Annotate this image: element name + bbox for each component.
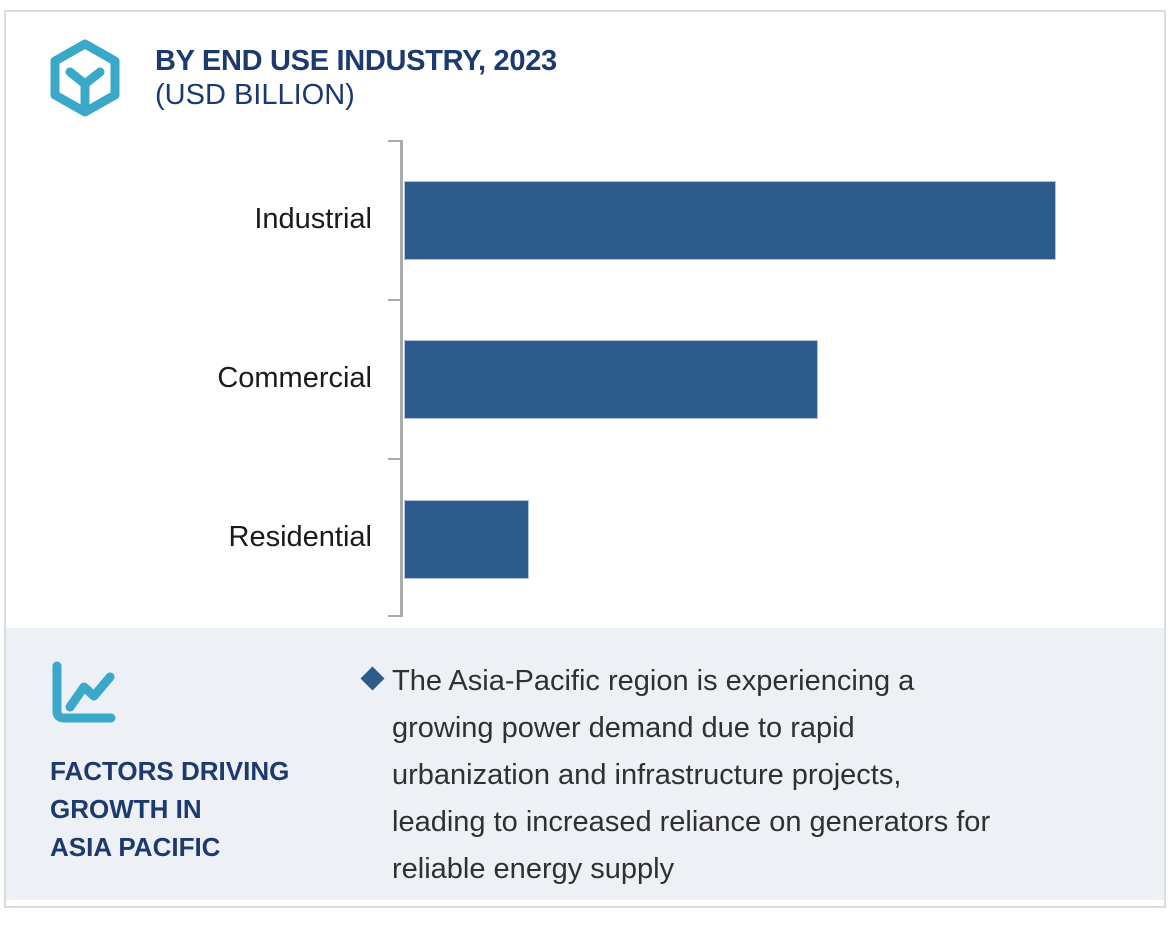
hexagon-cube-icon — [50, 39, 120, 117]
category-label-commercial: Commercial — [217, 362, 372, 394]
factors-section: FACTORS DRIVING GROWTH IN ASIA PACIFIC T… — [6, 628, 1164, 900]
category-axis-line — [400, 140, 403, 617]
axis-tick — [388, 615, 401, 617]
bar-commercial — [404, 340, 818, 419]
line-chart-icon — [52, 661, 116, 723]
factors-bullet-text: The Asia-Pacific region is experiencing … — [392, 665, 991, 885]
axis-tick — [388, 299, 401, 301]
bar-industrial — [404, 181, 1056, 260]
bar-residential — [404, 500, 529, 579]
factors-heading-line1: FACTORS DRIVING — [50, 756, 290, 786]
infographic-card: BY END USE INDUSTRY, 2023 (USD BILLION) … — [4, 10, 1166, 908]
category-label-industrial: Industrial — [254, 203, 372, 235]
axis-tick — [388, 140, 401, 142]
chart-header: BY END USE INDUSTRY, 2023 (USD BILLION) — [155, 44, 557, 112]
chart-subtitle: (USD BILLION) — [155, 79, 355, 111]
diamond-bullet-icon — [360, 666, 385, 691]
factors-heading-line3: ASIA PACIFIC — [50, 832, 221, 862]
axis-tick — [388, 458, 401, 460]
factors-heading: FACTORS DRIVING GROWTH IN ASIA PACIFIC — [50, 752, 289, 866]
chart-title: BY END USE INDUSTRY, 2023 — [155, 45, 557, 77]
plot-area — [404, 140, 1114, 617]
factors-heading-line2: GROWTH IN — [50, 794, 202, 824]
category-label-residential: Residential — [228, 521, 372, 553]
